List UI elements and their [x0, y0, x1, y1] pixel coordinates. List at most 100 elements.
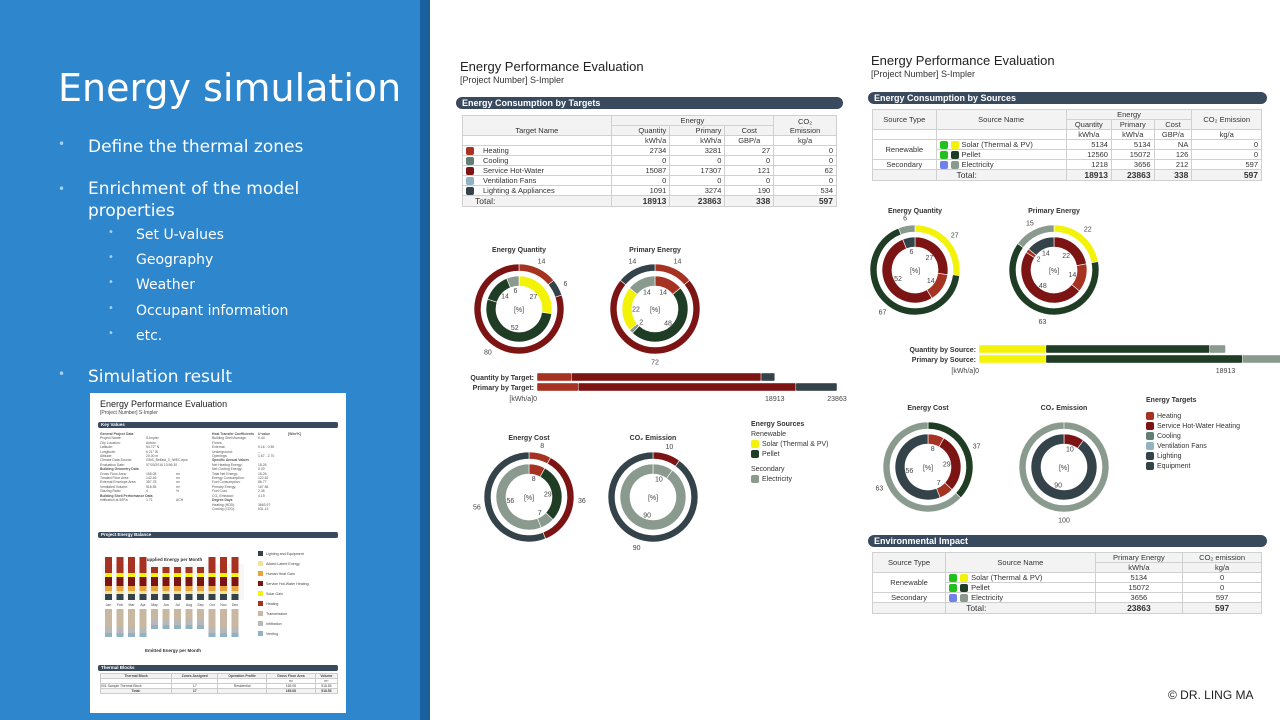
thumb-bar-segment	[174, 577, 181, 586]
thumb-thermal-table: Thermal Block Zones Assigned Operation P…	[99, 673, 339, 694]
target-co2: 0	[773, 155, 837, 167]
target-name: Ventilation Fans	[480, 175, 612, 187]
chart-title: Energy Cost	[907, 405, 949, 412]
thumb-section-thermal-blocks: Thermal Blocks	[98, 665, 338, 671]
sources-energy-targets-legend: Energy Targets Heating Service Hot-Water…	[1146, 396, 1240, 472]
thumb-key-line: External Envelope Area: 357.78 m²	[100, 480, 212, 484]
total-blank	[872, 169, 937, 182]
thumb-month-label: Sep	[197, 603, 203, 607]
thumb-key-text: ACH	[176, 498, 184, 503]
thumb-key-line: Net Heating Energy: 18.26	[212, 463, 336, 467]
source-swatch-icon	[960, 584, 969, 593]
thumb-key-text: Floors:	[212, 440, 223, 445]
source-name-cell: Solar (Thermal & PV)	[935, 138, 1067, 151]
header-label: CO₂	[798, 116, 813, 126]
bullet-text: Define the thermal zones	[88, 137, 304, 157]
outer-ring-label: 63	[1039, 319, 1047, 326]
thumb-legend-swatch-icon	[258, 571, 263, 576]
inner-ring-label: 90	[643, 513, 651, 520]
thumb-key-line: Net Cooling Energy: 0.00	[212, 467, 336, 471]
targets-table: Target Name Energy CO₂ Emission Quantity …	[462, 115, 837, 208]
outer-ring-label: 10	[665, 444, 673, 451]
inner-ring-label: 90	[1054, 483, 1062, 490]
thumb-bar-segment	[105, 573, 112, 577]
target-cost: 0	[724, 175, 775, 187]
thumb-bar-segment	[208, 591, 216, 594]
outer-ring-slice	[882, 421, 962, 513]
chart-center-label: [%]	[524, 495, 534, 502]
thumb-key-text: Building Shell Performance Data	[100, 493, 153, 498]
thumb-chart-title: Supplied Energy per Month	[144, 557, 203, 562]
header-label: Energy	[680, 116, 705, 125]
thumb-month-label: Oct	[209, 603, 214, 607]
thumb-legend-swatch-icon	[258, 631, 263, 636]
bar-segment	[1045, 354, 1243, 364]
thumb-bar-segment	[105, 591, 112, 594]
targets-table-header: Target Name Energy CO₂ Emission	[462, 115, 837, 136]
thumb-key-text: m³	[176, 484, 180, 489]
thumb-bar-segment	[105, 577, 112, 586]
thumb-bar-segment	[116, 591, 124, 594]
thumb-bar-segment	[185, 573, 193, 577]
env-total-row: Total: 23863 597	[871, 602, 1262, 615]
legend-title: Energy Targets	[1146, 397, 1197, 404]
outer-ring-slice	[528, 451, 552, 465]
thumb-legend-label: Transmission	[266, 612, 287, 616]
thumb-td: 17	[171, 688, 219, 694]
thumb-bar-segment	[139, 633, 147, 637]
target-swatch-cell	[462, 165, 480, 177]
thumb-bar-segment	[162, 625, 170, 629]
env-primary: 15072	[1094, 582, 1184, 594]
outer-ring-label: 14	[629, 259, 637, 266]
targets-th-cost: Cost	[724, 125, 775, 136]
header-label: Emission	[789, 125, 821, 135]
source-swatch-icon	[950, 141, 959, 150]
chart-title: CO₂ Emission	[630, 435, 677, 442]
inner-ring-label: 56	[506, 498, 514, 505]
thumb-key-text: Net Cooling Energy:	[212, 467, 243, 472]
thumb-bar-segment	[197, 625, 204, 629]
thumb-key-text: m²	[176, 476, 180, 481]
env-co2: 0	[1182, 582, 1262, 594]
thumb-bar-segment	[220, 577, 227, 586]
thumb-key-text: Primary Energy:	[212, 484, 237, 489]
sub-bullet-item: • Geography	[108, 252, 213, 268]
thumb-key-left: General Project Data Project Name: S-Imple…	[100, 432, 212, 503]
inner-ring-slice	[902, 236, 916, 250]
thumb-bar-segment	[197, 619, 204, 625]
outer-ring-label: 37	[973, 443, 981, 450]
legend-label: Service Hot-Water Heating	[1157, 423, 1240, 430]
thumb-bar-segment	[128, 586, 135, 591]
thumb-bar-segment	[151, 591, 158, 594]
thumb-key-text: City Location:	[100, 440, 121, 445]
outer-ring-label: 56	[473, 504, 481, 511]
thumb-key-text: 54.72° N	[146, 445, 160, 450]
outer-ring-label: 67	[879, 309, 887, 316]
thumb-key-text: m²	[176, 480, 180, 485]
thumb-key-line: Treated Floor Area: 142.46 m²	[100, 476, 212, 480]
sub-bullet-item: • etc.	[108, 328, 162, 344]
environmental-impact-bar: Environmental Impact	[868, 535, 1267, 547]
thumb-key-text: Latitude:	[100, 445, 114, 450]
bar-segment	[760, 372, 775, 382]
thumb-key-text: Openings:	[212, 454, 228, 459]
sources-th-name: Source Name	[935, 109, 1067, 130]
thumb-bar-segment	[151, 594, 158, 600]
thumb-key-line: Building Shell Average: 0.44	[212, 436, 336, 440]
thumb-bar-segment	[105, 586, 112, 591]
outer-ring-slice	[1018, 421, 1110, 513]
thumb-bar-segment	[197, 573, 204, 577]
bar-segment	[536, 372, 572, 382]
thumb-legend-swatch-icon	[258, 591, 263, 596]
thumb-bar-segment	[162, 573, 170, 577]
thumb-bar-segment	[185, 594, 193, 600]
source-co2: 597	[1191, 159, 1262, 171]
sources-th-primary: Primary	[1110, 119, 1155, 130]
inner-ring-label: 7	[538, 510, 542, 517]
thumb-key-text: [W/m²K]	[288, 432, 301, 436]
thumb-legend-swatch-icon	[258, 581, 263, 586]
thumb-bar-segment	[231, 586, 239, 591]
thumb-key-text: %	[176, 489, 180, 494]
inner-ring-label: 27	[925, 255, 933, 262]
thumb-key-line: Specific Annual Values	[212, 458, 336, 462]
